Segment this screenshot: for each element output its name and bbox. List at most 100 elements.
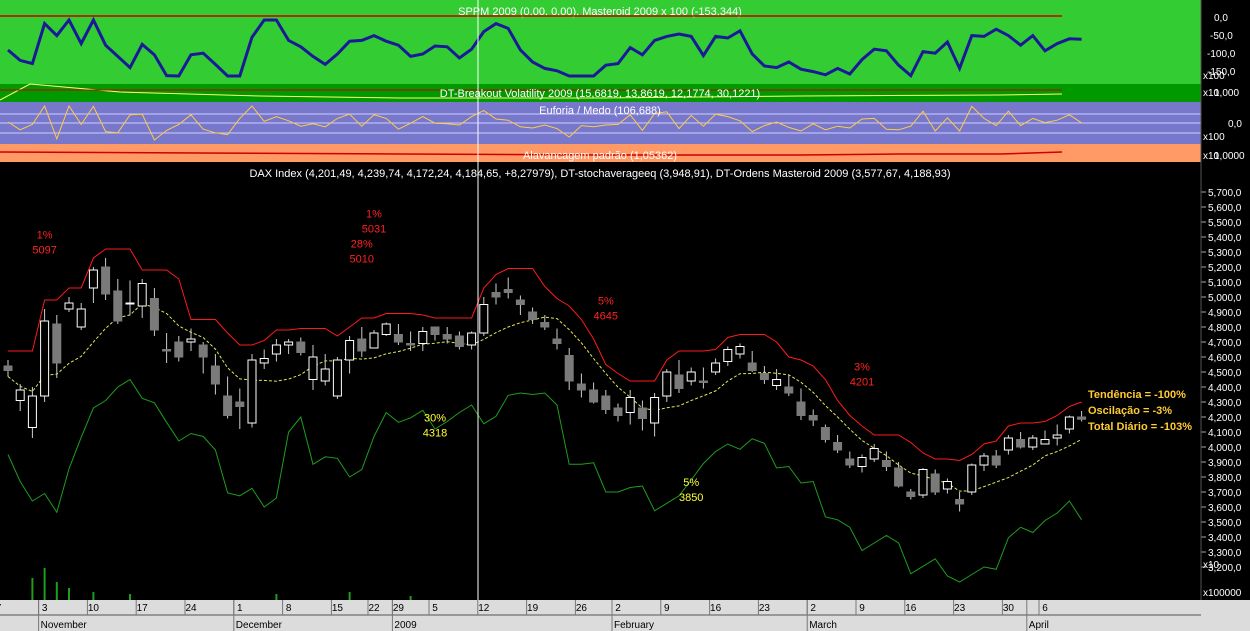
dtbv-tick-0: 1,000 xyxy=(1214,88,1239,99)
annotation-pct: 30% xyxy=(424,413,446,425)
euforia-panel: Euforia / Medo (106,688) 0,0 x100 xyxy=(0,102,1242,144)
candle-down xyxy=(406,343,416,346)
annotation-value: 5097 xyxy=(32,245,56,257)
candle-up xyxy=(186,338,196,343)
price-tick-label: 5,600,0 xyxy=(1208,203,1242,214)
candle-down xyxy=(784,386,794,394)
x-tick-label: 16 xyxy=(710,603,722,614)
annotation-pct: 5% xyxy=(598,296,614,308)
price-tick-label: 5,100,0 xyxy=(1208,278,1242,289)
candle-up xyxy=(284,341,294,346)
candle-up xyxy=(76,308,86,328)
candle-up xyxy=(418,331,428,344)
candle-up xyxy=(869,448,879,460)
candle-down xyxy=(1016,439,1026,448)
candle-up xyxy=(40,320,50,397)
x-tick-label: 5 xyxy=(432,603,438,614)
candle-up xyxy=(979,455,989,466)
candle-down xyxy=(174,341,184,358)
month-label: March xyxy=(809,620,837,631)
alav-title: Alavancagem padrão (1,05362) xyxy=(523,150,677,162)
annotation-pct: 28% xyxy=(351,239,373,251)
annotation-pct: 5% xyxy=(683,477,699,489)
x-tick-label: 1 xyxy=(237,603,243,614)
sppm-tick-3: -150,0 xyxy=(1207,67,1236,78)
candle-down xyxy=(955,499,965,505)
main-bg xyxy=(0,162,1201,600)
candle-down xyxy=(198,344,208,358)
price-tick-label: 4,000,0 xyxy=(1208,443,1242,454)
x-tick-label: 2 xyxy=(615,603,621,614)
x-tick-label: 26 xyxy=(576,603,588,614)
price-tick-label: 4,800,0 xyxy=(1208,323,1242,334)
dtbv-title: DT-Breakout Volatility 2009 (15,6819, 13… xyxy=(440,88,760,100)
candle-down xyxy=(552,338,562,344)
alav-tick-0: 1,0000 xyxy=(1214,151,1245,162)
candle-down xyxy=(613,407,623,416)
x-axis-months: November December 2009 February March April xyxy=(38,600,1049,631)
candle-up xyxy=(259,358,269,364)
candle-up xyxy=(1052,434,1062,439)
candle-down xyxy=(149,298,159,331)
candle-down xyxy=(503,289,513,293)
candle-up xyxy=(723,349,733,362)
x-tick-label: 8 xyxy=(286,603,292,614)
price-tick-label: 4,500,0 xyxy=(1208,368,1242,379)
volume-panel: x10 x100000 xyxy=(31,560,1242,600)
x-tick-label: 24 xyxy=(185,603,197,614)
price-tick-label: 4,900,0 xyxy=(1208,308,1242,319)
candle-down xyxy=(881,460,891,467)
candle-down xyxy=(894,467,904,487)
price-tick-label: 5,000,0 xyxy=(1208,293,1242,304)
price-tick-label: 3,500,0 xyxy=(1208,518,1242,529)
month-label: November xyxy=(41,620,88,631)
month-label: February xyxy=(614,620,654,631)
candle-down xyxy=(820,427,830,440)
candle-down xyxy=(576,383,586,391)
sppm-tick-0: 0,0 xyxy=(1214,13,1228,24)
candle-up xyxy=(137,283,147,307)
candle-down xyxy=(101,266,111,295)
annotation-pct: 1% xyxy=(37,230,53,242)
x-tick-label: 23 xyxy=(759,603,771,614)
price-axis: 3,200,0 3,300,0 3,400,0 3,500,0 3,600,0 3,700… xyxy=(1201,188,1242,574)
candle-down xyxy=(637,407,647,419)
dtbv-panel: DT-Breakout Volatility 2009 (15,6819, 13… xyxy=(0,83,1239,102)
candle-down xyxy=(808,415,818,421)
candle-down xyxy=(589,389,599,403)
annotation-value: 5031 xyxy=(362,224,386,236)
candle-up xyxy=(625,397,635,413)
candle-down xyxy=(430,326,440,335)
candle-up xyxy=(1028,437,1038,448)
volume-scale-bottom: x100000 xyxy=(1203,588,1242,599)
price-tick-label: 4,600,0 xyxy=(1208,353,1242,364)
candle-down xyxy=(442,334,452,340)
candle-down xyxy=(601,395,611,410)
x-tick-label: 9 xyxy=(859,603,865,614)
price-tick-label: 4,700,0 xyxy=(1208,338,1242,349)
info-oscilacao: Oscilação = -3% xyxy=(1088,405,1172,417)
price-tick-label: 3,700,0 xyxy=(1208,488,1242,499)
candle-up xyxy=(125,302,135,305)
x-tick-label: 23 xyxy=(954,603,966,614)
candle-down xyxy=(296,341,306,353)
candles xyxy=(3,258,1087,512)
price-tick-label: 4,200,0 xyxy=(1208,413,1242,424)
euforia-line xyxy=(7,104,1082,141)
main-panel: DAX Index (4,201,49, 4,239,74, 4,172,24,… xyxy=(0,162,1242,600)
candle-up xyxy=(332,359,342,397)
sppm-tick-1: -50,0 xyxy=(1210,31,1233,42)
x-tick-label: 29 xyxy=(393,603,405,614)
euforia-scale: x100 xyxy=(1203,132,1225,143)
month-label: April xyxy=(1029,620,1049,631)
candle-down xyxy=(223,395,233,416)
alav-panel: Alavancagem padrão (1,05362) 1,0000 x10 xyxy=(0,144,1245,162)
alav-line xyxy=(0,151,1063,156)
price-tick-label: 5,300,0 xyxy=(1208,248,1242,259)
x-tick-label: 6 xyxy=(1042,603,1048,614)
candle-up xyxy=(271,344,281,355)
candle-up xyxy=(735,346,745,355)
x-tick-label: 17 xyxy=(137,603,149,614)
candle-up xyxy=(15,389,25,401)
candle-down xyxy=(759,373,769,380)
